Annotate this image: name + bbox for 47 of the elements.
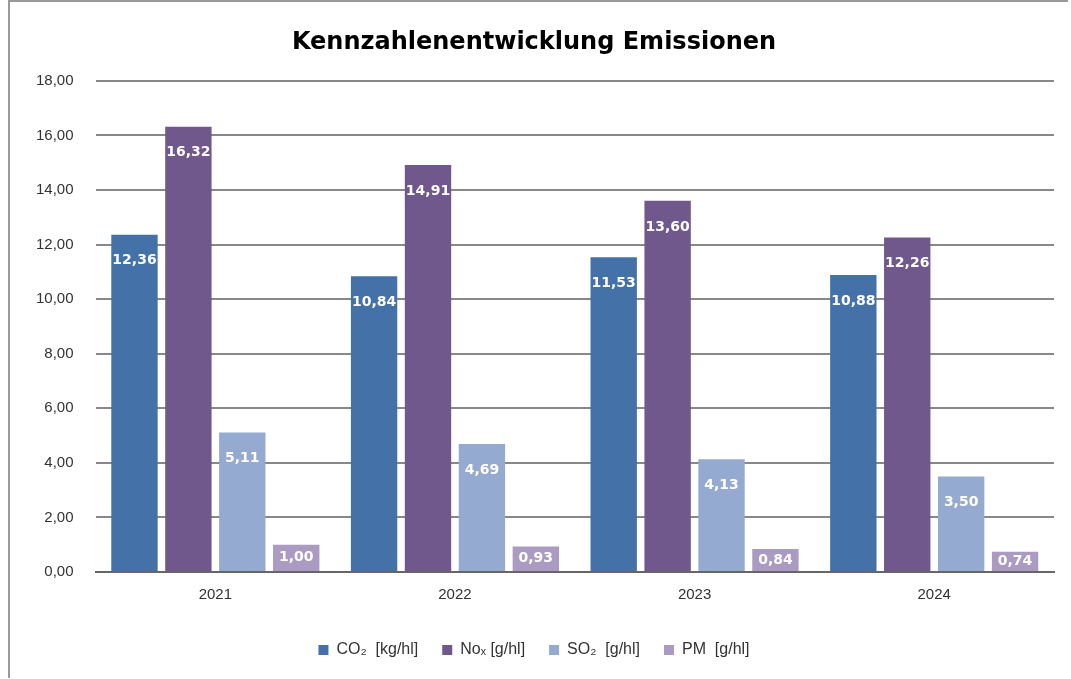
y-tick-label: 4,00 <box>44 452 74 470</box>
y-tick-label: 0,00 <box>44 562 74 580</box>
bar <box>458 444 506 571</box>
data-label: 13,60 <box>645 217 691 234</box>
y-tick-label: 2,00 <box>44 507 74 525</box>
x-tick-label: 2022 <box>438 585 472 603</box>
data-label: 0,93 <box>518 549 554 566</box>
bar <box>404 165 452 571</box>
data-label: 0,84 <box>758 550 793 567</box>
legend-label: Noₓ [g/hl] <box>460 640 526 658</box>
data-label: 10,88 <box>831 291 876 308</box>
y-tick-label: 6,00 <box>44 398 74 416</box>
y-tick-label: 16,00 <box>35 125 74 143</box>
bar <box>937 476 985 571</box>
data-label: 16,32 <box>166 143 211 160</box>
data-label: 11,53 <box>591 274 636 290</box>
chart-title: Kennzahlenentwicklung Emissionen <box>291 26 777 55</box>
data-label: 1,00 <box>278 548 314 565</box>
legend-label: PM [g/hl] <box>681 640 750 658</box>
bar <box>219 432 266 571</box>
y-tick-label: 14,00 <box>35 180 74 198</box>
bar <box>698 459 745 571</box>
bar <box>884 237 931 571</box>
y-tick-label: 18,00 <box>35 70 74 88</box>
data-label: 12,26 <box>885 254 930 271</box>
bar <box>165 126 212 571</box>
data-label: 10,84 <box>351 292 397 309</box>
bar <box>590 257 637 571</box>
x-tick-label: 2023 <box>677 585 712 603</box>
data-label: 3,50 <box>943 493 979 510</box>
y-tick-label: 10,00 <box>35 289 74 307</box>
x-tick-label: 2021 <box>198 585 233 603</box>
data-label: 0,74 <box>997 552 1033 569</box>
y-tick-label: 12,00 <box>35 234 74 252</box>
data-label: 5,11 <box>225 449 260 466</box>
data-label: 4,13 <box>704 475 739 492</box>
bar <box>830 275 877 571</box>
x-tick-label: 2024 <box>917 585 951 603</box>
data-label: 14,91 <box>405 181 451 198</box>
data-label: 4,69 <box>464 460 500 477</box>
y-tick-label: 8,00 <box>44 343 74 361</box>
bar <box>350 276 398 571</box>
legend-label: SO₂ [g/hl] <box>567 640 640 658</box>
bar <box>644 200 691 571</box>
legend-label: CO₂ [kg/hl] <box>336 640 419 658</box>
data-label: 12,36 <box>112 251 157 268</box>
bar <box>111 234 158 571</box>
